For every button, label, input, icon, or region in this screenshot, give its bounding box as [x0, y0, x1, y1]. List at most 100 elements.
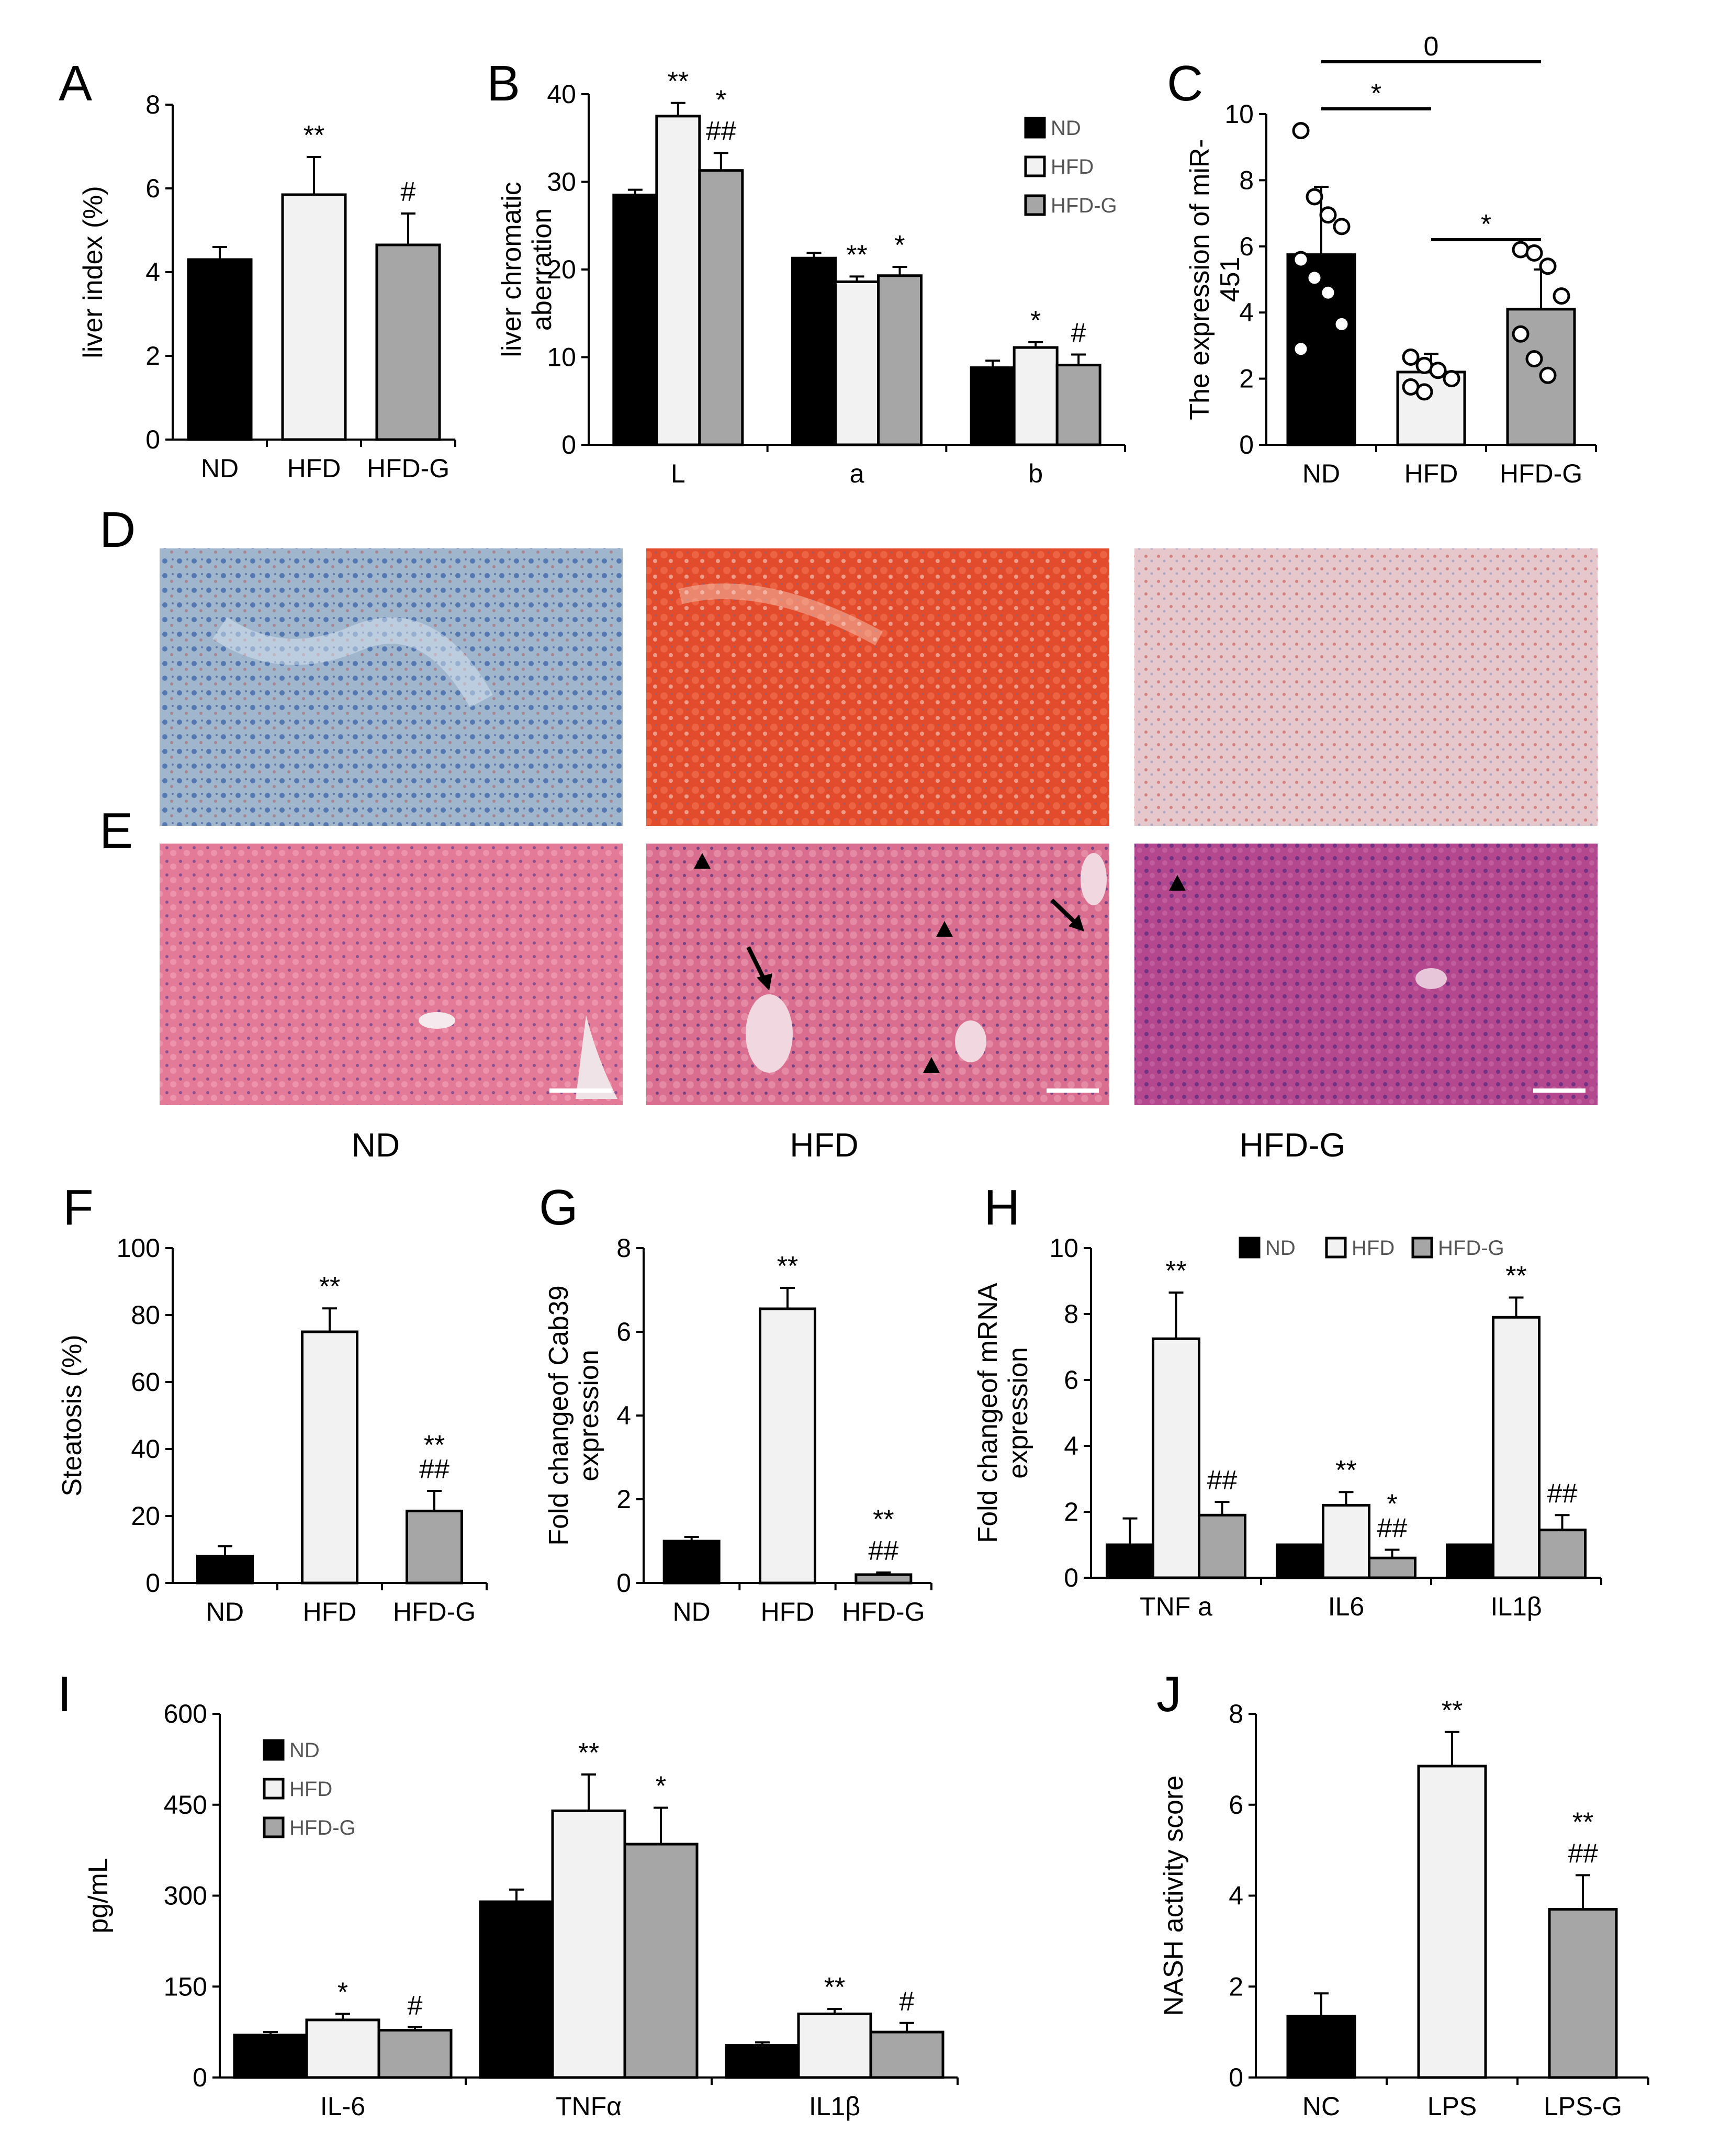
x-tick-label: TNFα [556, 2092, 622, 2121]
significance-label: ## [1377, 1513, 1408, 1543]
bar [655, 115, 701, 446]
y-tick-label: 40 [547, 80, 576, 109]
y-tick-label: 8 [616, 1233, 631, 1263]
micrograph-e-nd [160, 844, 623, 1105]
bar [854, 1573, 913, 1585]
micrograph-d-hfd [646, 548, 1109, 826]
bar [623, 1843, 699, 2079]
y-tick-label: 4 [1229, 1881, 1243, 1911]
significance-label: # [401, 177, 416, 207]
legend-swatch [1024, 155, 1046, 177]
panel-label-e: E [99, 803, 133, 859]
bar [1106, 1543, 1154, 1579]
y-tick-label: 150 [164, 1972, 207, 2001]
y-tick-label: 300 [164, 1881, 207, 1911]
bar [1322, 1503, 1370, 1579]
y-axis-label: Steatosis (%) [57, 1334, 87, 1496]
x-tick-label: LPS [1427, 2092, 1477, 2121]
data-point [1525, 350, 1543, 368]
y-tick-label: 60 [131, 1367, 160, 1397]
y-tick-label: 0 [145, 1568, 160, 1598]
data-point [1333, 315, 1351, 333]
legend-swatch [1024, 194, 1046, 216]
y-tick-label: 0 [616, 1568, 631, 1598]
y-tick-label: 0 [1064, 1563, 1078, 1592]
bar [305, 2018, 380, 2079]
significance-label: ** [319, 1272, 340, 1302]
bar [187, 258, 253, 441]
x-tick-label: HFD [287, 454, 341, 483]
x-tick-label: L [671, 459, 685, 488]
x-tick-label: HFD [761, 1597, 815, 1626]
x-tick-label: IL1β [809, 2092, 860, 2121]
group-label-hfd: HFD [790, 1126, 859, 1164]
bar [725, 2044, 800, 2079]
legend-label: HFD-G [289, 1816, 356, 1839]
y-tick-label: 8 [1229, 1699, 1243, 1728]
y-tick-label: 30 [547, 167, 576, 197]
legend-label: ND [1265, 1237, 1296, 1260]
legend-swatch [263, 1816, 285, 1838]
bar [1286, 2015, 1356, 2079]
significance-label: ** [1505, 1261, 1526, 1292]
y-tick-label: 4 [616, 1401, 631, 1430]
significance-label: ## [1207, 1465, 1238, 1496]
significance-label: ** [1165, 1256, 1186, 1286]
y-tick-label: 6 [616, 1317, 631, 1346]
bar [301, 1330, 358, 1585]
bar [406, 1509, 463, 1585]
y-axis-label: expression [1003, 1347, 1033, 1478]
data-point [1292, 251, 1310, 268]
y-tick-label: 10 [1224, 99, 1254, 129]
y-tick-label: 0 [561, 430, 576, 459]
legend-swatch [1411, 1237, 1433, 1259]
bar [377, 2029, 453, 2079]
significance-label: ** [873, 1504, 894, 1535]
significance-label: ## [1547, 1478, 1578, 1509]
y-tick-label: 4 [1064, 1431, 1078, 1461]
bar [612, 194, 658, 446]
y-axis-label: pg/mL [83, 1858, 114, 1934]
x-tick-label: IL6 [1328, 1592, 1365, 1621]
significance-label: ** [824, 1972, 845, 2003]
x-tick-label: HFD [1404, 459, 1458, 488]
significance-label: ** [424, 1430, 445, 1461]
y-tick-label: 0 [193, 2063, 207, 2092]
micrograph-e-hfd [646, 844, 1109, 1105]
y-axis-label: NASH activity score [1159, 1776, 1189, 2016]
y-tick-label: 6 [1064, 1365, 1078, 1395]
significance-label: ** [578, 1738, 599, 1768]
group-label-hfd-g: HFD-G [1240, 1126, 1346, 1164]
legend-label: HFD [1352, 1237, 1395, 1260]
significance-label: ## [706, 116, 736, 147]
y-tick-label: 2 [1229, 1972, 1243, 2001]
y-tick-label: 0 [1239, 430, 1254, 459]
bar [759, 1307, 816, 1585]
micrograph-d-hfd-g [1134, 548, 1598, 826]
bar [791, 256, 837, 446]
bar [479, 1900, 554, 2079]
data-point [1443, 370, 1460, 388]
x-tick-label: b [1028, 459, 1043, 488]
bar [1548, 1908, 1618, 2079]
data-point [1429, 362, 1447, 379]
significance-label: ## [868, 1536, 898, 1566]
data-point [1333, 218, 1351, 235]
significance-label: ** [1572, 1807, 1593, 1838]
bar [1152, 1337, 1200, 1579]
bar [1492, 1316, 1541, 1579]
bar [1538, 1529, 1587, 1579]
y-tick-label: 100 [117, 1233, 160, 1263]
bar [1368, 1556, 1416, 1579]
bar [1013, 346, 1059, 446]
significance-label: ** [1335, 1455, 1356, 1486]
y-axis-label: expression [574, 1350, 604, 1481]
x-tick-label: HFD-G [393, 1597, 476, 1626]
panel-label-c: C [1167, 55, 1203, 111]
data-point [1402, 349, 1420, 366]
y-tick-label: 600 [164, 1699, 207, 1728]
data-point [1415, 383, 1433, 401]
y-axis-label: The expression of miR- [1185, 139, 1215, 420]
